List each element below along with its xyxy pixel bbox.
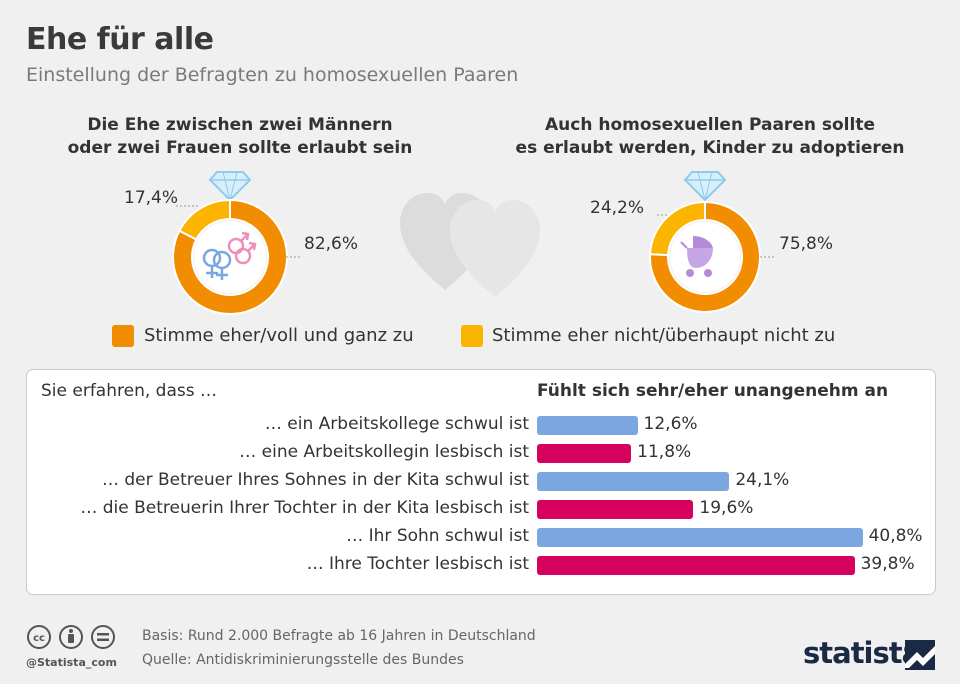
legend-label-agree: Stimme eher/voll und ganz zu <box>144 325 414 346</box>
bar-category-label: … Ihr Sohn schwul ist <box>346 526 529 546</box>
bar <box>537 556 855 575</box>
donut2-title: Auch homosexuellen Paaren sollte es erla… <box>500 114 920 160</box>
diamond-ring-icon <box>208 171 252 202</box>
donut2-chart <box>649 171 775 313</box>
legend-swatch-agree <box>112 325 134 347</box>
bar-value-label: 12,6% <box>643 414 698 434</box>
donut2-title-line2: es erlaubt werden, Kinder zu adoptieren <box>515 138 905 158</box>
diamond-ring-icon <box>683 171 727 202</box>
bar <box>537 500 694 519</box>
bar-category-label: … der Betreuer Ihres Sohnes in der Kita … <box>101 470 529 490</box>
bar <box>537 472 730 491</box>
legend-swatch-disagree <box>461 325 483 347</box>
donut1-title: Die Ehe zwischen zwei Männern oder zwei … <box>30 114 450 160</box>
brand-wordmark: statista <box>803 636 921 670</box>
bar-value-label: 11,8% <box>637 442 692 462</box>
footer-source: Quelle: Antidiskriminierungsstelle des B… <box>142 652 464 668</box>
bar <box>537 528 863 547</box>
bar-category-labels: … ein Arbeitskollege schwul ist … eine Ar… <box>27 370 529 594</box>
baby-carriage-icon <box>680 236 713 277</box>
donut1-title-line2: oder zwei Frauen sollte erlaubt sein <box>67 138 413 158</box>
donut1-chart <box>172 171 300 315</box>
license-icons: cc <box>27 625 115 649</box>
bar-value-label: 40,8% <box>868 526 923 546</box>
page-subtitle: Einstellung der Befragten zu homosexuell… <box>26 64 519 86</box>
bar-chart-panel: Sie erfahren, dass … Fühlt sich sehr/ehe… <box>26 369 936 595</box>
statista-logo-icon <box>905 640 935 670</box>
donut2-leader-lines <box>655 214 775 258</box>
donut2-title-line1: Auch homosexuellen Paaren sollte <box>545 115 875 135</box>
bar-plot-area: 12,6% 11,8% 24,1% 19,6% 40,8% 39,8% <box>27 370 935 594</box>
bar-category-label: … ein Arbeitskollege schwul ist <box>264 414 529 434</box>
bar-category-label: … eine Arbeitskollegin lesbisch ist <box>239 442 529 462</box>
footer-basis: Basis: Rund 2.000 Befragte ab 16 Jahren … <box>142 628 536 644</box>
gender-symbols-icon <box>202 231 257 280</box>
donut1-label-agree: 82,6% <box>304 234 359 254</box>
bar-right-header: Fühlt sich sehr/eher unangenehm an <box>537 381 889 401</box>
donut2-slice-agree <box>649 200 761 313</box>
bar-category-label: … die Betreuerin Ihrer Tochter in der Ki… <box>80 498 529 518</box>
brand-name: statista <box>803 636 921 670</box>
donut2-label-disagree: 24,2% <box>590 198 645 218</box>
bar-value-label: 24,1% <box>735 470 790 490</box>
bar-value-label: 19,6% <box>699 498 754 518</box>
page-title: Ehe für alle <box>26 22 214 57</box>
donut2-label-agree: 75,8% <box>779 234 834 254</box>
bar-category-label: … Ihre Tochter lesbisch ist <box>306 554 529 574</box>
bar-left-header: Sie erfahren, dass … <box>41 381 217 401</box>
no-derivatives-icon <box>91 625 115 649</box>
legend-label-disagree: Stimme eher nicht/überhaupt nicht zu <box>492 325 836 346</box>
svg-text:cc: cc <box>33 633 45 644</box>
bar <box>537 416 638 435</box>
attribution-icon <box>59 625 83 649</box>
footer-handle: @Statista_com <box>26 656 117 669</box>
cc-icon: cc <box>27 625 51 649</box>
bar <box>537 444 632 463</box>
bar-value-label: 39,8% <box>860 554 915 574</box>
hearts-icon <box>400 193 540 297</box>
donut1-label-disagree: 17,4% <box>124 188 179 208</box>
donut1-title-line1: Die Ehe zwischen zwei Männern <box>87 115 393 135</box>
